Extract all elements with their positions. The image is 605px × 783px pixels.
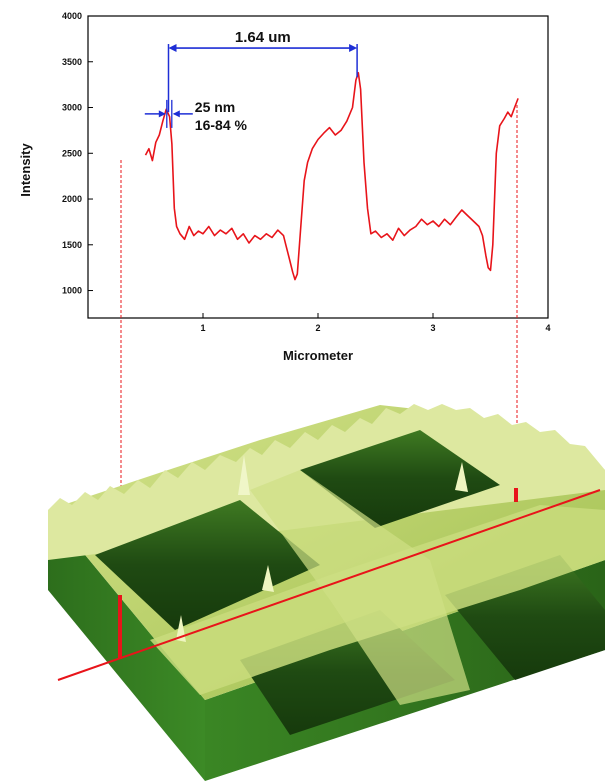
x-tick-label: 1 (200, 323, 205, 333)
cross-section-line (57, 489, 601, 681)
span-arrowhead-left (168, 44, 177, 53)
intensity-line-chart: 1000 1500 2000 2500 3000 3500 4000 1 2 3 4 1.64 u… (18, 11, 551, 363)
y-axis-title: Intensity (18, 143, 33, 197)
pit-back-left (95, 500, 320, 630)
surface-base-left-side (48, 510, 205, 781)
x-tick-label: 3 (430, 323, 435, 333)
pit-back-right (300, 430, 500, 528)
x-tick-label: 2 (315, 323, 320, 333)
plot-frame (87, 15, 549, 319)
edge-arrowhead-right (172, 110, 180, 118)
y-tick-label: 1500 (62, 240, 82, 250)
y-tick-label: 4000 (62, 11, 82, 21)
y-tick-label: 2500 (62, 148, 82, 158)
edge-arrowhead-left (158, 110, 166, 118)
marker-left (118, 595, 122, 659)
x-axis-ticks: 1 2 3 4 (200, 313, 551, 333)
intensity-trace (144, 71, 519, 281)
spike-2 (262, 565, 274, 592)
ridge-vertical (250, 470, 470, 705)
y-tick-label: 2000 (62, 194, 82, 204)
edge-width-label: 25 nm (195, 99, 235, 115)
span-label: 1.64 um (235, 29, 291, 46)
y-tick-label: 3000 (62, 103, 82, 113)
y-tick-label: 1000 (62, 286, 82, 296)
spike-1 (238, 455, 250, 495)
y-axis-ticks: 1000 1500 2000 2500 3000 3500 4000 (62, 11, 93, 296)
spike-3 (455, 462, 468, 492)
annotations: 1.64 um 25 nm 16-84 % (144, 29, 358, 133)
afm-3d-surface (48, 404, 605, 781)
y-tick-label: 3500 (62, 57, 82, 67)
edge-range-label: 16-84 % (195, 117, 248, 133)
span-arrowhead-right (349, 44, 358, 53)
x-tick-label: 4 (545, 323, 550, 333)
x-axis-title: Micrometer (283, 348, 353, 363)
marker-right (514, 488, 518, 502)
